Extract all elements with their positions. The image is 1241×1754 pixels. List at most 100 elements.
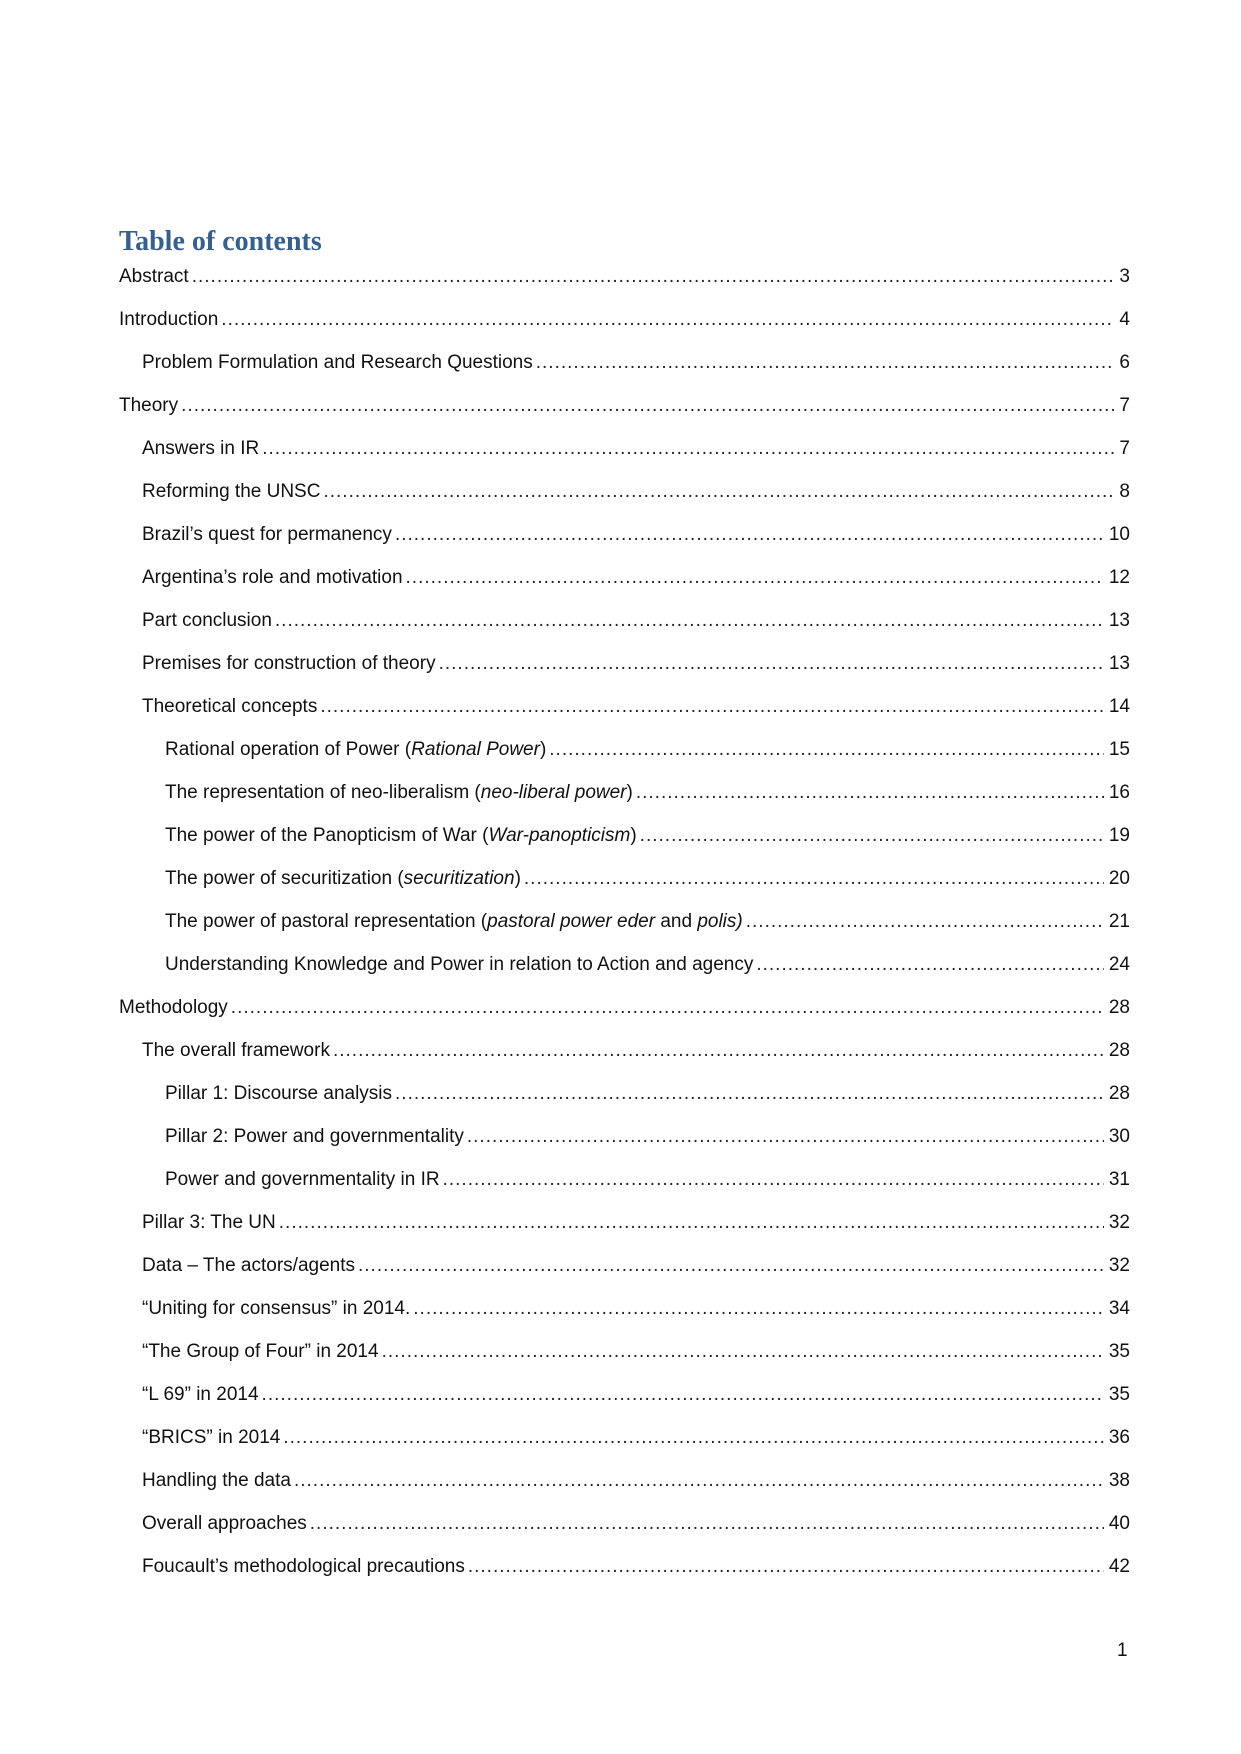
toc-entry-title: Reforming the UNSC — [142, 478, 323, 506]
toc-entry-title: “BRICS” in 2014 — [142, 1424, 283, 1452]
toc-entry[interactable]: Theoretical concepts 14 — [119, 693, 1130, 736]
toc-entry-title-part: Rational operation of Power ( — [165, 739, 412, 760]
toc-entry-title-part: The power of pastoral representation ( — [165, 911, 488, 932]
toc-entry[interactable]: Understanding Knowledge and Power in rel… — [119, 951, 1130, 994]
toc-entry-title-part: pastoral power eder — [487, 911, 656, 932]
toc-entry-page: 38 — [1108, 1470, 1130, 1491]
dot-leader — [192, 263, 1115, 291]
toc-entry[interactable]: The power of pastoral representation (pa… — [119, 908, 1130, 951]
toc-entry-title-part: Handling the data — [142, 1470, 291, 1491]
toc-entry[interactable]: Introduction 4 — [119, 306, 1130, 349]
toc-entry-title: Brazil’s quest for permanency — [142, 521, 395, 549]
toc-entry[interactable]: Power and governmentality in IR 31 — [119, 1166, 1130, 1209]
toc-entry[interactable]: Part conclusion 13 — [119, 607, 1130, 650]
toc-entry-title-part: Pillar 3: The UN — [142, 1212, 276, 1233]
toc-entry-page: 13 — [1108, 610, 1130, 631]
toc-entry-page: 28 — [1108, 1040, 1130, 1061]
toc-entry[interactable]: “Uniting for consensus” in 2014. 34 — [119, 1295, 1130, 1338]
dot-leader — [358, 1252, 1104, 1280]
toc-entry-title: “The Group of Four” in 2014 — [142, 1338, 382, 1366]
toc-entry-title: Rational operation of Power (Rational Po… — [165, 736, 549, 764]
toc-entry-title-part: ) — [630, 825, 637, 846]
toc-entry-page: 13 — [1108, 653, 1130, 674]
toc-entry[interactable]: Pillar 3: The UN 32 — [119, 1209, 1130, 1252]
toc-entry-page: 34 — [1108, 1298, 1130, 1319]
toc-entry-title: Methodology — [119, 994, 231, 1022]
toc-entry[interactable]: Data – The actors/agents 32 — [119, 1252, 1130, 1295]
toc-entry-title: Pillar 1: Discourse analysis — [165, 1080, 395, 1108]
toc-entry-title: “Uniting for consensus” in 2014. — [142, 1295, 413, 1323]
dot-leader — [549, 736, 1104, 764]
toc-entry-title-part: Theory — [119, 395, 179, 416]
toc-entry[interactable]: “The Group of Four” in 2014 35 — [119, 1338, 1130, 1381]
toc-entry[interactable]: “BRICS” in 2014 36 — [119, 1424, 1130, 1467]
toc-entry-page: 28 — [1108, 1083, 1130, 1104]
toc-entry-title-part: Understanding Knowledge and Power in rel… — [165, 954, 754, 975]
toc-entry[interactable]: “L 69” in 2014 35 — [119, 1381, 1130, 1424]
dot-leader — [756, 951, 1104, 979]
toc-entry[interactable]: The representation of neo-liberalism (ne… — [119, 779, 1130, 822]
toc-entry[interactable]: The overall framework 28 — [119, 1037, 1130, 1080]
toc-entry-page: 30 — [1108, 1126, 1130, 1147]
toc-entry[interactable]: Pillar 2: Power and governmentality 30 — [119, 1123, 1130, 1166]
dot-leader — [439, 650, 1104, 678]
toc-entry[interactable]: Theory 7 — [119, 392, 1130, 435]
toc-entry-title-part: The power of securitization ( — [165, 868, 404, 889]
toc-entry-title-part: polis) — [697, 911, 743, 932]
toc-entry-title-part: Data – The actors/agents — [142, 1255, 355, 1276]
toc-entry-title-part: Argentina’s role and motivation — [142, 567, 403, 588]
dot-leader — [382, 1338, 1104, 1366]
toc-entry[interactable]: Premises for construction of theory 13 — [119, 650, 1130, 693]
toc-entry-title-part: Introduction — [119, 309, 219, 330]
toc-entry[interactable]: Reforming the UNSC 8 — [119, 478, 1130, 521]
toc-entry-page: 42 — [1108, 1556, 1130, 1577]
toc-entry-title: The representation of neo-liberalism (ne… — [165, 779, 636, 807]
toc-entry-title-part: Theoretical concepts — [142, 696, 318, 717]
toc-entry-title: Theory — [119, 392, 181, 420]
toc-entry[interactable]: The power of the Panopticism of War (War… — [119, 822, 1130, 865]
toc-entry-page: 36 — [1108, 1427, 1130, 1448]
toc-entry[interactable]: Answers in IR 7 — [119, 435, 1130, 478]
toc-entry-title-part: “L 69” in 2014 — [142, 1384, 259, 1405]
toc-entry-title: The overall framework — [142, 1037, 333, 1065]
dot-leader — [746, 908, 1104, 936]
toc-entry-title: Foucault’s methodological precautions — [142, 1553, 468, 1581]
toc-entry-title: Abstract — [119, 263, 192, 291]
toc-entry-page: 35 — [1108, 1341, 1130, 1362]
dot-leader — [323, 478, 1114, 506]
toc-entry[interactable]: Overall approaches 40 — [119, 1510, 1130, 1553]
toc-entry-page: 3 — [1119, 266, 1130, 287]
toc-entry[interactable]: Abstract 3 — [119, 263, 1130, 306]
toc-entry-title: Part conclusion — [142, 607, 275, 635]
dot-leader — [310, 1510, 1104, 1538]
dot-leader — [536, 349, 1115, 377]
toc-entry-page: 24 — [1108, 954, 1130, 975]
toc-entry-title-part: Abstract — [119, 266, 189, 287]
toc-entry[interactable]: Pillar 1: Discourse analysis 28 — [119, 1080, 1130, 1123]
toc-entry-title: Premises for construction of theory — [142, 650, 439, 678]
toc-entry-title: The power of the Panopticism of War (War… — [165, 822, 640, 850]
toc-entry[interactable]: The power of securitization (securitizat… — [119, 865, 1130, 908]
toc-entry[interactable]: Problem Formulation and Research Questio… — [119, 349, 1130, 392]
toc-entry-title-part: Pillar 2: Power and governmentality — [165, 1126, 464, 1147]
dot-leader — [262, 1381, 1104, 1409]
dot-leader — [640, 822, 1104, 850]
toc-entry[interactable]: Methodology 28 — [119, 994, 1130, 1037]
toc-entry-page: 7 — [1119, 395, 1130, 416]
toc-entry-title-part: ) — [539, 739, 547, 760]
toc-entry-title-part: Brazil’s quest for permanency — [142, 524, 392, 545]
toc-entry[interactable]: Foucault’s methodological precautions 42 — [119, 1553, 1130, 1596]
toc-entry-title-part: “The Group of Four” in 2014 — [142, 1341, 379, 1362]
toc-entry-title: The power of pastoral representation (pa… — [165, 908, 746, 936]
dot-leader — [181, 392, 1114, 420]
dot-leader — [275, 607, 1104, 635]
toc-entry-title: Pillar 3: The UN — [142, 1209, 279, 1237]
page-number: 1 — [1117, 1640, 1128, 1661]
toc-entry[interactable]: Argentina’s role and motivation 12 — [119, 564, 1130, 607]
dot-leader — [320, 693, 1104, 721]
toc-entry-page: 32 — [1108, 1212, 1130, 1233]
toc-entry[interactable]: Rational operation of Power (Rational Po… — [119, 736, 1130, 779]
toc-entry[interactable]: Brazil’s quest for permanency 10 — [119, 521, 1130, 564]
toc-entry-title: “L 69” in 2014 — [142, 1381, 262, 1409]
toc-entry[interactable]: Handling the data 38 — [119, 1467, 1130, 1510]
